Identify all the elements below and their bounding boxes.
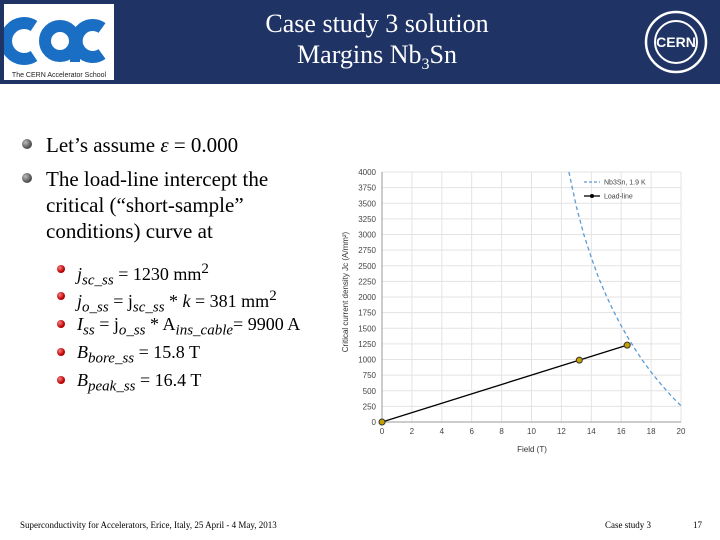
- sub-bullet-marker: [57, 320, 65, 328]
- y-tick-label: 1750: [358, 309, 376, 318]
- y-axis-label: Critical current density Jc (A/mm²): [341, 231, 350, 352]
- bullet-marker: [22, 173, 32, 183]
- y-tick-label: 2500: [358, 262, 376, 271]
- y-tick-label: 3750: [358, 184, 376, 193]
- title-line-2: Margins Nb3Sn: [297, 40, 457, 74]
- header-bar: The CERN Accelerator School Case study 3…: [0, 0, 720, 84]
- y-tick-label: 1250: [358, 340, 376, 349]
- cern-logo-text: CERN: [656, 34, 696, 50]
- x-axis-label: Field (T): [517, 445, 547, 454]
- intersection-marker: [575, 356, 583, 364]
- sub-bullet-bpeak: Bpeak_ss = 16.4 T: [77, 370, 202, 395]
- x-tick-label: 4: [440, 427, 445, 436]
- legend-label: Nb3Sn, 1.9 K: [604, 180, 646, 187]
- cas-logo-caption: The CERN Accelerator School: [12, 72, 107, 79]
- x-tick-label: 18: [647, 427, 656, 436]
- y-tick-label: 3000: [358, 231, 376, 240]
- y-tick-label: 0: [372, 418, 377, 427]
- x-tick-label: 10: [527, 427, 536, 436]
- footer-case-study: Case study 3: [605, 520, 651, 530]
- y-tick-label: 750: [363, 371, 377, 380]
- chart-grid: [381, 171, 682, 423]
- sub-bullet-marker: [57, 376, 65, 384]
- x-tick-label: 6: [469, 427, 474, 436]
- x-tick-label: 16: [617, 427, 626, 436]
- chart-legend: Nb3Sn, 1.9 K Load-line: [584, 180, 646, 201]
- sub-bullet-marker: [57, 292, 65, 300]
- legend-label: Load-line: [604, 194, 633, 201]
- footer-event: Superconductivity for Accelerators, Eric…: [20, 520, 277, 530]
- sub-bullet-marker: [57, 348, 65, 356]
- bullet-assumption: Let’s assume ε = 0.000: [46, 133, 239, 157]
- sub-bullet-bbore: Bbore_ss = 15.8 T: [77, 342, 200, 367]
- cern-logo: CERN: [640, 6, 712, 78]
- load-line: [381, 344, 628, 423]
- cas-logo-mark: The CERN Accelerator School: [0, 17, 107, 79]
- y-tick-label: 250: [363, 402, 377, 411]
- intersection-marker: [378, 418, 386, 426]
- nb3sn-critical-curve: [568, 171, 682, 407]
- y-tick-label: 500: [363, 387, 377, 396]
- y-tick-label: 2000: [358, 293, 376, 302]
- slide-title: Case study 3 solution Margins Nb3Sn: [180, 8, 574, 80]
- title-line-1: Case study 3 solution: [265, 9, 489, 38]
- y-tick-label: 2750: [358, 246, 376, 255]
- x-tick-label: 8: [499, 427, 504, 436]
- sub-bullet-jsc: jsc_ss = 1230 mm2: [77, 261, 209, 289]
- intersection-marker: [623, 341, 631, 349]
- x-tick-label: 2: [410, 427, 415, 436]
- cas-logo: The CERN Accelerator School: [0, 4, 114, 80]
- bullet-intercept-line1: The load-line intercept the: [46, 167, 269, 191]
- sub-bullet-marker: [57, 265, 65, 273]
- x-tick-label: 20: [677, 427, 686, 436]
- bullet-intercept-line2: critical (“short-sample”: [46, 193, 244, 217]
- bullet-marker: [22, 139, 32, 149]
- sub-bullet-jo: jo_ss = jsc_ss * k = 381 mm2: [77, 288, 277, 316]
- bullet-intercept-line3: conditions) curve at: [46, 219, 213, 243]
- x-tick-label: 12: [557, 427, 566, 436]
- cern-logo-icon: CERN: [640, 6, 712, 78]
- legend-swatch-marker: [590, 194, 594, 198]
- y-tick-label: 2250: [358, 277, 376, 286]
- y-tick-label: 1500: [358, 324, 376, 333]
- x-tick-label: 0: [380, 427, 385, 436]
- jc-loadline-chart: 0 2 4 6 8 10 12 14 16 18 20 0 250 500 750 1000 1250 1500 1…: [341, 168, 686, 454]
- x-tick-label: 14: [587, 427, 596, 436]
- chart-axes: 0 2 4 6 8 10 12 14 16 18 20 0 250 500 750 1000 1250 1500 1…: [358, 168, 686, 436]
- chart-markers: [378, 341, 631, 426]
- footer-page-number: 17: [693, 520, 702, 530]
- y-tick-label: 4000: [358, 168, 376, 177]
- y-tick-label: 3250: [358, 215, 376, 224]
- y-tick-label: 1000: [358, 356, 376, 365]
- y-tick-label: 3500: [358, 199, 376, 208]
- sub-bullet-iss: Iss = jo_ss * Ains_cable= 9900 A: [77, 314, 301, 339]
